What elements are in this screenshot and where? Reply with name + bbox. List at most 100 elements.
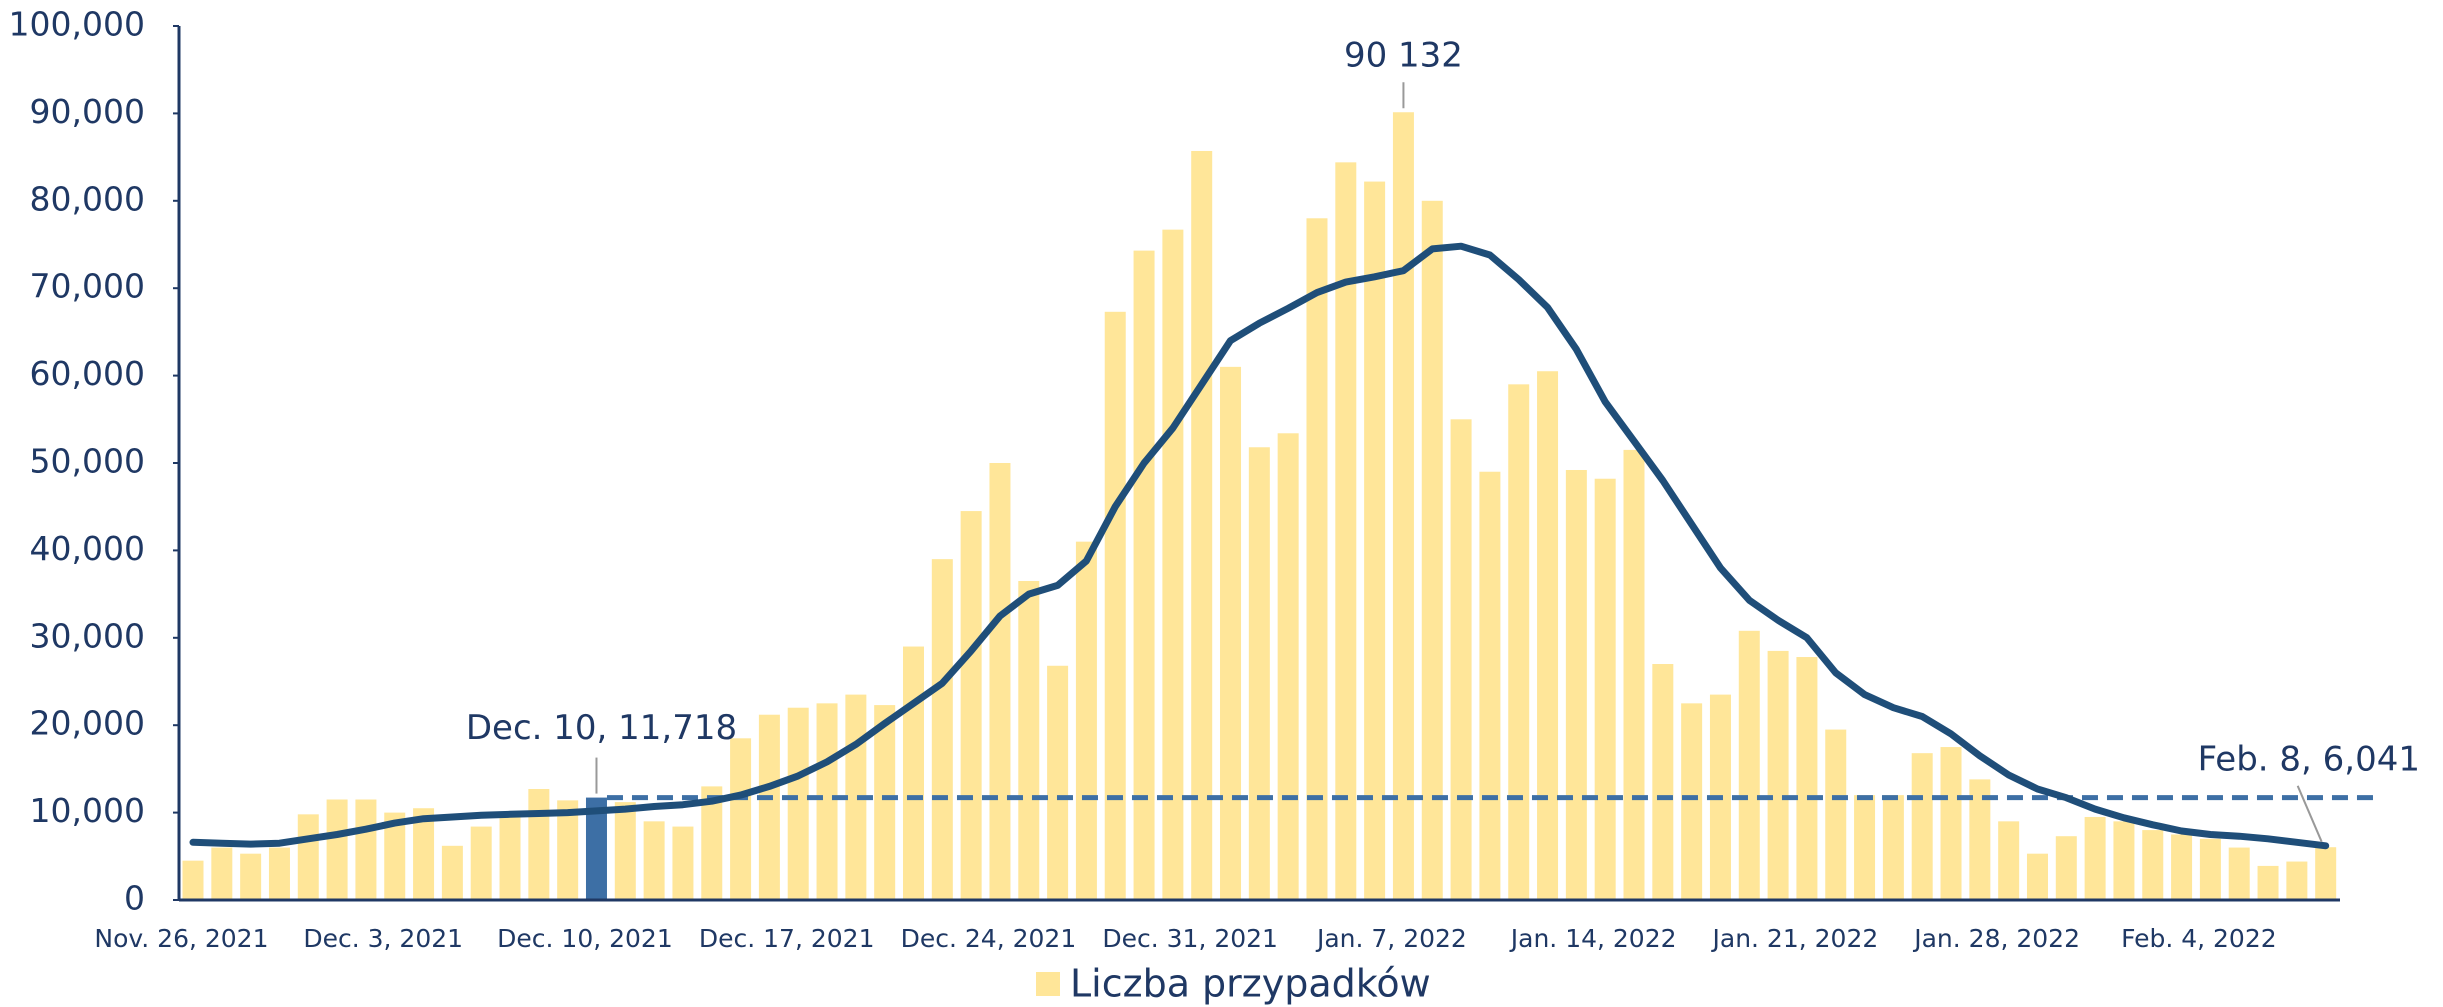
bar	[1220, 366, 1242, 900]
x-tick-label: Jan. 21, 2022	[1711, 924, 1879, 953]
bar	[413, 808, 435, 900]
bar	[499, 816, 521, 900]
x-tick-label: Dec. 24, 2021	[901, 924, 1077, 953]
bar	[643, 821, 665, 900]
y-tick-label: 20,000	[30, 704, 145, 743]
bar	[355, 799, 377, 900]
leader-line	[2296, 785, 2323, 843]
bar	[441, 845, 463, 900]
bar	[1594, 478, 1616, 900]
bar	[1364, 181, 1386, 900]
x-tick-label: Dec. 31, 2021	[1102, 924, 1278, 953]
annotation: 90 132	[1344, 36, 1463, 76]
bar	[1911, 753, 1933, 900]
bar	[1940, 747, 1962, 900]
bar	[2257, 865, 2279, 900]
bar	[1537, 371, 1559, 901]
bar	[1681, 703, 1703, 900]
y-tick-label: 100,000	[9, 5, 145, 44]
bar	[758, 714, 780, 900]
x-tick-label: Nov. 26, 2021	[94, 924, 268, 953]
bar	[2026, 853, 2048, 900]
bar	[1104, 311, 1126, 901]
bar	[1075, 541, 1097, 900]
bar	[730, 738, 752, 900]
bar	[384, 812, 406, 900]
bar	[1277, 433, 1299, 900]
y-tick-label: 90,000	[30, 92, 145, 131]
bar	[931, 559, 953, 900]
bar	[1998, 821, 2020, 900]
bar	[1508, 384, 1530, 901]
bar	[528, 789, 550, 900]
y-tick-label: 50,000	[30, 442, 145, 481]
bar	[2286, 861, 2308, 900]
bar	[2142, 830, 2164, 900]
bar	[1565, 469, 1587, 900]
bar	[268, 847, 290, 900]
bar	[1162, 229, 1184, 901]
bar	[1825, 729, 1847, 900]
x-tick-label: Feb. 4, 2022	[2121, 924, 2277, 953]
bar	[182, 860, 204, 900]
bar	[240, 853, 262, 900]
bar	[1969, 779, 1991, 900]
y-tick-label: 30,000	[30, 616, 145, 655]
x-tick-label: Dec. 3, 2021	[303, 924, 463, 953]
bar	[1767, 650, 1789, 900]
x-tick-label: Dec. 17, 2021	[699, 924, 875, 953]
bar	[816, 703, 838, 900]
bar	[1047, 665, 1069, 900]
bar	[585, 797, 607, 900]
bar	[989, 463, 1011, 900]
bar	[2113, 821, 2135, 900]
y-tick-label: 0	[124, 879, 145, 918]
bar	[1796, 657, 1818, 900]
bar	[2171, 834, 2193, 900]
legend-swatch	[1036, 972, 1060, 996]
y-tick-label: 80,000	[30, 179, 145, 218]
bar	[2199, 838, 2221, 900]
x-tick-label: Jan. 7, 2022	[1315, 924, 1467, 953]
y-tick-label: 40,000	[30, 529, 145, 568]
annotation: Dec. 10, 11,718	[466, 708, 737, 748]
bar	[1191, 150, 1213, 900]
annotation: Feb. 8, 6,041	[2198, 739, 2420, 779]
bar	[787, 707, 809, 900]
bar	[1479, 471, 1501, 900]
bar	[1450, 419, 1472, 900]
bar	[1854, 795, 1876, 900]
legend-label: Liczba przypadków	[1070, 962, 1431, 1006]
bar	[1018, 580, 1040, 900]
y-tick-label: 10,000	[30, 791, 145, 830]
bar	[470, 826, 492, 900]
x-tick-label: Jan. 28, 2022	[1912, 924, 2080, 953]
y-tick-label: 60,000	[30, 354, 145, 393]
bar	[672, 826, 694, 900]
bar	[614, 802, 636, 900]
bar	[326, 799, 348, 900]
bar	[2084, 816, 2106, 900]
bar	[874, 705, 896, 900]
bar	[2228, 847, 2250, 900]
bar	[701, 786, 723, 900]
x-tick-label: Dec. 10, 2021	[497, 924, 673, 953]
bar	[1652, 664, 1674, 900]
bar	[1392, 112, 1414, 900]
y-tick-label: 70,000	[30, 267, 145, 306]
bar	[557, 800, 579, 900]
bar	[903, 646, 924, 900]
bar	[1133, 250, 1155, 901]
bar	[2055, 836, 2077, 900]
bar	[211, 847, 233, 900]
trend-line	[189, 242, 2330, 850]
bar	[1335, 162, 1357, 900]
bar	[1882, 795, 1904, 900]
bar	[1623, 449, 1645, 900]
bar	[2315, 847, 2337, 900]
bar	[1738, 630, 1760, 900]
x-tick-label: Jan. 14, 2022	[1509, 924, 1677, 953]
bar	[1306, 218, 1328, 900]
bar	[297, 814, 319, 900]
